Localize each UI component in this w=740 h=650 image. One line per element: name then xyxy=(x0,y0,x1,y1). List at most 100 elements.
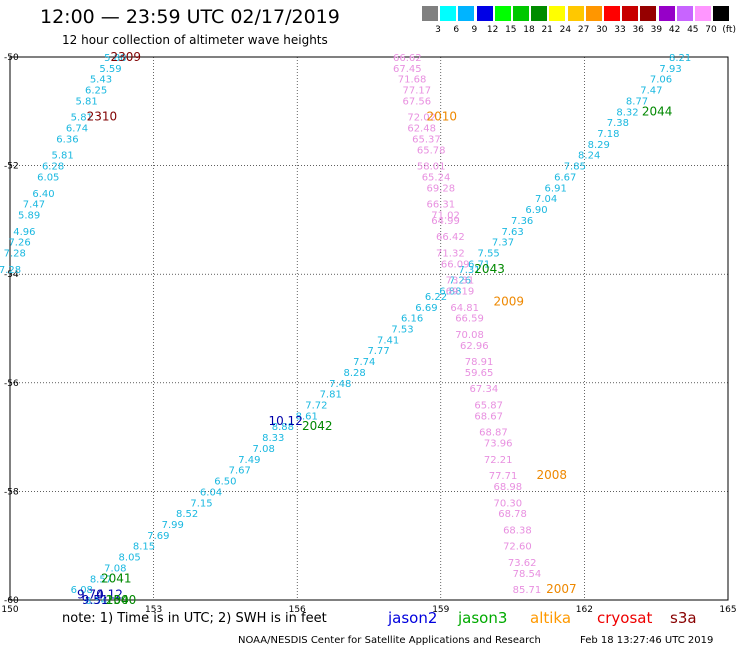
track-2-value: 8.52 xyxy=(176,509,198,520)
track-1-value: 7.26 xyxy=(8,238,30,249)
time-label: 2009 xyxy=(493,294,524,308)
colorbar-label: 21 xyxy=(541,25,553,35)
track-2-value: 6.22 xyxy=(425,292,447,303)
time-label: 2010 xyxy=(426,110,457,124)
track-2-value: 7.04 xyxy=(535,194,557,205)
track-4-value: 71.68 xyxy=(398,75,427,86)
footer-timestamp: Feb 18 13:27:46 UTC 2019 xyxy=(580,635,714,646)
track-2-value: 6.67 xyxy=(554,172,576,183)
track-1-value: 6.36 xyxy=(56,134,78,145)
track-4-value: 58.01 xyxy=(417,162,446,173)
colorbar-label: 12 xyxy=(486,25,499,35)
track-2-value: 7.47 xyxy=(640,86,662,97)
colorbar-swatch xyxy=(549,6,566,21)
track-2-value: 7.15 xyxy=(190,498,212,509)
track-4-value: 72.02 xyxy=(407,113,436,124)
track-4-value: 78.54 xyxy=(513,569,542,580)
track-2-value: 7.55 xyxy=(478,248,500,259)
track-1-value: 5.43 xyxy=(90,75,112,86)
colorbar-label: 70 xyxy=(705,25,717,35)
time-label: 2044 xyxy=(642,104,673,118)
track-2-value: 8.33 xyxy=(262,433,284,444)
track-1-value: 7.28 xyxy=(0,265,21,276)
track-4-value: 64.81 xyxy=(450,303,479,314)
track-4-value: 73.62 xyxy=(508,558,537,569)
track-4-value: 70.08 xyxy=(455,330,484,341)
track-2-value: 8.21 xyxy=(669,53,691,64)
track-4-value: 59.65 xyxy=(465,368,494,379)
colorbar-swatch xyxy=(695,6,711,21)
track-2-value: 6.90 xyxy=(525,205,547,216)
track-4-value: 62.96 xyxy=(460,341,489,352)
colorbar-label: 42 xyxy=(668,25,681,35)
track-2-value: 7.63 xyxy=(501,227,523,238)
track-4-value: 71.02 xyxy=(431,210,460,221)
colorbar-label: 45 xyxy=(687,25,699,35)
track-4-value: 71.32 xyxy=(436,248,465,259)
track-4-value: 70.30 xyxy=(493,498,522,509)
track-2-value: 7.93 xyxy=(659,64,681,75)
track-2-value: 7.81 xyxy=(320,390,342,401)
track-4-value: 68.38 xyxy=(503,525,532,536)
colorbar-swatch xyxy=(458,6,475,21)
x-tick-label: 159 xyxy=(432,605,449,615)
y-tick-label: -52 xyxy=(4,162,19,172)
track-2-value: 8.28 xyxy=(344,368,366,379)
y-tick-label: -56 xyxy=(4,379,19,389)
track-2-value: 6.71 xyxy=(468,259,490,270)
track-4-value: 72.21 xyxy=(484,455,513,466)
track-4-value: 65.24 xyxy=(422,172,451,183)
time-label: 2309 xyxy=(111,50,142,64)
colorbar-swatch xyxy=(567,6,584,21)
track-1-value: 4.96 xyxy=(13,227,35,238)
satellite-s3a: s3a xyxy=(670,609,697,627)
track-2-value: 6.04 xyxy=(200,487,222,498)
time-label: 150 xyxy=(106,593,129,607)
track-4-value: 66.31 xyxy=(426,200,455,211)
track-2-value: 6.16 xyxy=(401,314,423,325)
track-2-value: 7.49 xyxy=(238,455,260,466)
time-label: 2043 xyxy=(474,262,505,276)
track-2-value: 7.67 xyxy=(229,466,251,477)
track-4-value: 68.78 xyxy=(498,509,527,520)
colorbar-label: 15 xyxy=(505,25,517,35)
x-tick-label: 153 xyxy=(145,605,162,615)
track-4-value: 68.98 xyxy=(493,482,522,493)
y-tick-label: -54 xyxy=(4,270,19,280)
track-4-value: 67.56 xyxy=(403,96,432,107)
track-1-value: 7.47 xyxy=(23,200,45,211)
track-2-value: 7.72 xyxy=(305,401,327,412)
track-2-value: 7.77 xyxy=(367,346,389,357)
footer-note: note: 1) Time is in UTC; 2) SWH is in fe… xyxy=(62,611,327,626)
track-4-value: 77.17 xyxy=(403,86,432,97)
track-2-value: 7.85 xyxy=(564,162,586,173)
time-label: 9.51 xyxy=(82,593,109,607)
colorbar-swatch xyxy=(440,6,457,21)
track-2-value: 7.99 xyxy=(162,520,184,531)
track-4-value: 73.31 xyxy=(446,276,475,287)
track-2-value: 7.08 xyxy=(253,444,275,455)
track-1-value: 6.40 xyxy=(32,189,54,200)
time-label: 9.74 xyxy=(77,588,104,602)
track-2-value: 7.48 xyxy=(329,379,351,390)
track-2-value: 7.37 xyxy=(492,238,514,249)
track-2-value: 6.50 xyxy=(214,477,236,488)
x-tick-label: 156 xyxy=(289,605,306,615)
track-4-value: 66.42 xyxy=(436,232,465,243)
track-4-value: 69.28 xyxy=(426,183,455,194)
colorbar-swatch xyxy=(531,6,548,21)
colorbar-label: 24 xyxy=(559,25,572,35)
track-4-value: 77.71 xyxy=(489,471,518,482)
track-2-value: 6.08 xyxy=(71,585,93,596)
track-4-value: 68.87 xyxy=(479,428,508,439)
time-label: 0.12 xyxy=(96,588,123,602)
track-2-value: 8.05 xyxy=(119,553,141,564)
colorbar-label: 36 xyxy=(632,25,644,35)
track-1-value: 6.28 xyxy=(42,162,64,173)
track-4-value: 72.60 xyxy=(503,542,532,553)
track-4-value: 73.96 xyxy=(484,439,513,450)
track-1-value: 5.59 xyxy=(99,64,121,75)
colorbar-swatch xyxy=(622,6,639,21)
track-1-value: 5.88 xyxy=(104,53,126,64)
